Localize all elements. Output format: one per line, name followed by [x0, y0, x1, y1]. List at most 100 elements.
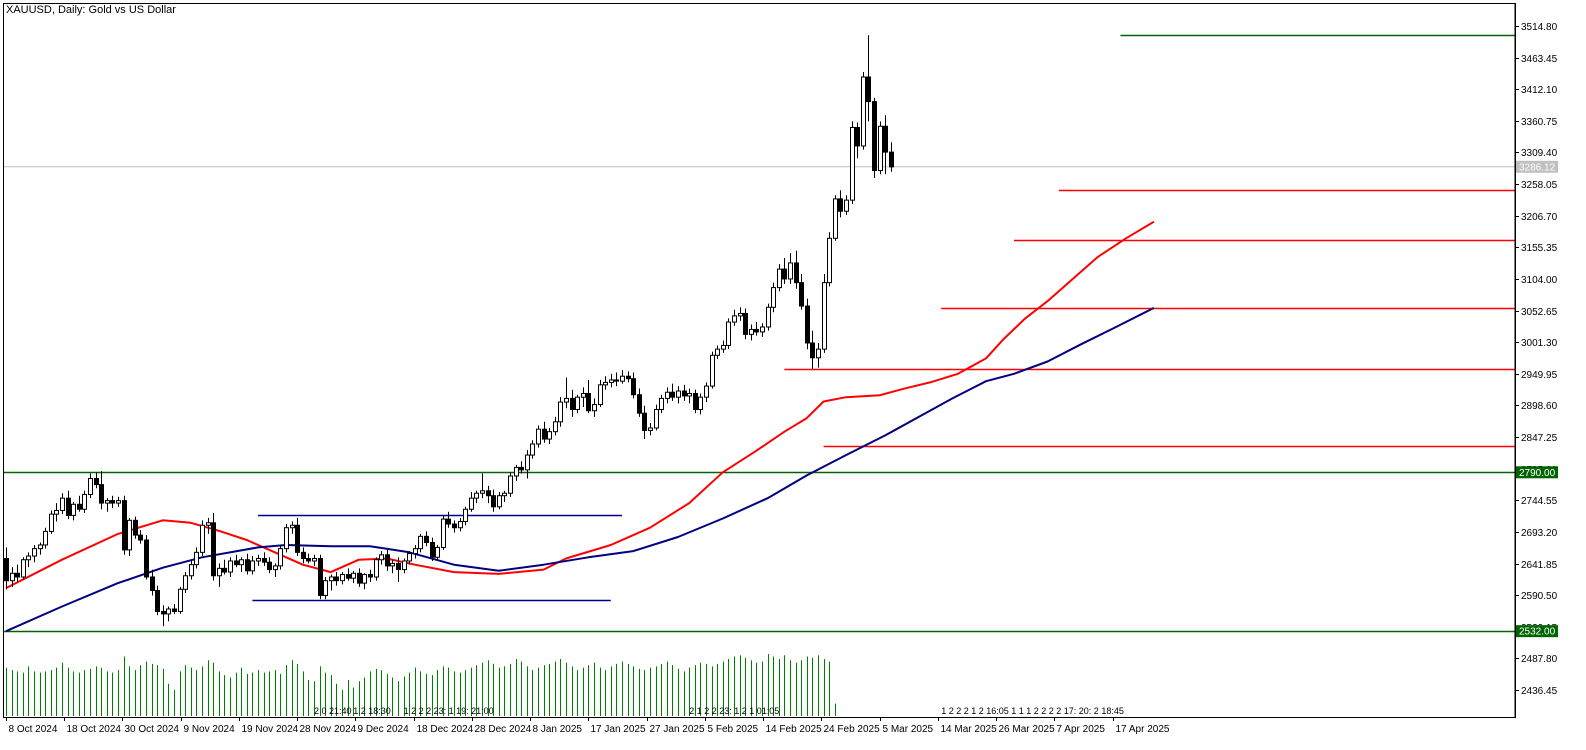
candle-body-bear [693, 392, 698, 410]
candle-body-bear [301, 551, 306, 560]
price-tick-label: 3104.00 [1521, 275, 1558, 286]
candle-body-bull [738, 312, 743, 317]
candle-body-bull [760, 326, 765, 333]
price-tick-label: 2949.95 [1521, 370, 1558, 381]
candle-body-bull [463, 508, 468, 523]
price-tick-label: 3155.35 [1521, 243, 1558, 254]
candle-body-bull [558, 401, 563, 423]
candle-body-bull [256, 558, 261, 562]
candle-body-bull [312, 558, 317, 562]
candle-body-bull [71, 503, 76, 516]
candle-body-bull [379, 554, 384, 561]
price-tick-label: 3001.30 [1521, 338, 1558, 349]
candle-body-bull [564, 397, 569, 403]
candle-body-bear [267, 561, 272, 571]
candle-body-bear [883, 125, 888, 153]
candle-body-bear [4, 558, 9, 582]
candle-body-bear [866, 76, 871, 103]
candle-body-bull [178, 588, 183, 612]
candle-body-bull [38, 544, 43, 550]
candle-body-bull [418, 535, 423, 550]
price-axis: 3514.80 3463.45 3412.10 3360.75 3309.40 3258.… [1514, 4, 1558, 717]
candle-body-bull [721, 344, 726, 350]
candle-body-bear [430, 541, 435, 558]
moving-averages [5, 220, 1155, 633]
candle-body-bull [116, 500, 121, 504]
time-markers: 2 0 21:40 1 2 18:30 1 2 2 2 23: 1 19: 21:0… [314, 706, 1124, 716]
date-tick-label: 8 Jan 2025 [533, 724, 583, 735]
candle-body-bear [586, 392, 591, 412]
candle-body-bear [77, 503, 82, 510]
candle-body-bear [334, 576, 339, 582]
candle-body-bear [743, 312, 748, 335]
candle-body-bull [592, 404, 597, 412]
candle-body-bear [295, 524, 300, 553]
candle-body-bear [682, 390, 687, 397]
date-tick-label: 30 Oct 2024 [125, 724, 180, 735]
candle-body-bull [200, 524, 205, 553]
candle-body-bull [777, 268, 782, 289]
candle-body-bear [110, 500, 115, 504]
candle-body-bear [670, 391, 675, 398]
candle-body-bear [486, 490, 491, 497]
candle-body-bull [788, 262, 793, 280]
chart-title: XAUUSD, Daily: Gold vs US Dollar [6, 4, 176, 16]
volume-bars [6, 654, 836, 716]
chart-frame [3, 3, 1516, 718]
candle-body-bull [816, 348, 821, 359]
time-marker-label: 2 1 2 2 23: 1 2 1 01:05 [689, 706, 779, 716]
candle-body-bear [346, 574, 351, 579]
candle-body-bear [155, 590, 160, 612]
price-tick-label: 3206.70 [1521, 212, 1558, 223]
candle-body-bear [368, 574, 373, 578]
candle-body-bear [357, 572, 362, 584]
candle-body-bull [26, 555, 31, 561]
candle-body-bull [413, 548, 418, 555]
price-tick-label: 2436.45 [1521, 686, 1558, 697]
price-tick-label: 3360.75 [1521, 117, 1558, 128]
candle-body-bull [480, 490, 485, 494]
candle-body-bull [659, 397, 664, 410]
candle-body-bull [82, 493, 87, 510]
price-tag-label: 2790.00 [1519, 468, 1556, 479]
candle-body-bear [642, 412, 647, 431]
candle-body-bull [206, 522, 211, 526]
price-tick-label: 2847.25 [1521, 433, 1558, 444]
candle-body-bear [782, 268, 787, 280]
candle-body-bull [458, 521, 463, 529]
candle-body-bull [508, 475, 513, 494]
candle-body-bear [122, 500, 127, 551]
candle-body-bull [290, 524, 295, 529]
time-marker-label: 1 2 2 2 23: 1 19: 21:00 [404, 706, 494, 716]
candle-body-bull [603, 381, 608, 386]
candle-body-bull [329, 576, 334, 582]
candle-body-bull [710, 354, 715, 387]
date-tick-label: 27 Jan 2025 [650, 724, 705, 735]
candle-body-bear [626, 375, 631, 380]
date-tick-label: 9 Dec 2024 [358, 724, 410, 735]
candle-body-bear [66, 497, 71, 516]
price-tag-label: 2532.00 [1519, 627, 1556, 638]
candle-body-bull [525, 454, 530, 471]
candle-body-bear [446, 518, 451, 525]
candle-body-bear [805, 305, 810, 344]
price-tag-box [1516, 466, 1558, 479]
date-tick-label: 8 Oct 2024 [9, 724, 58, 735]
candle-body-bull [497, 495, 502, 508]
candle-body-bear [99, 484, 104, 504]
candle-body-bear [138, 534, 143, 541]
candle-body-bear [838, 198, 843, 212]
candle-body-bear [245, 559, 250, 572]
candle-body-bull [766, 306, 771, 328]
candle-body-bear [133, 519, 138, 536]
candle-body-bull [850, 126, 855, 201]
candle-body-bull [217, 567, 222, 577]
candle-body-bear [172, 608, 177, 612]
price-tick-label: 2487.80 [1521, 654, 1558, 665]
candle-body-bull [323, 580, 328, 596]
candle-body-bull [878, 125, 883, 172]
candle-body-bear [452, 523, 457, 529]
candle-body-bear [150, 576, 155, 592]
moving-average-line [5, 220, 1155, 589]
candle-body-bull [771, 287, 776, 308]
